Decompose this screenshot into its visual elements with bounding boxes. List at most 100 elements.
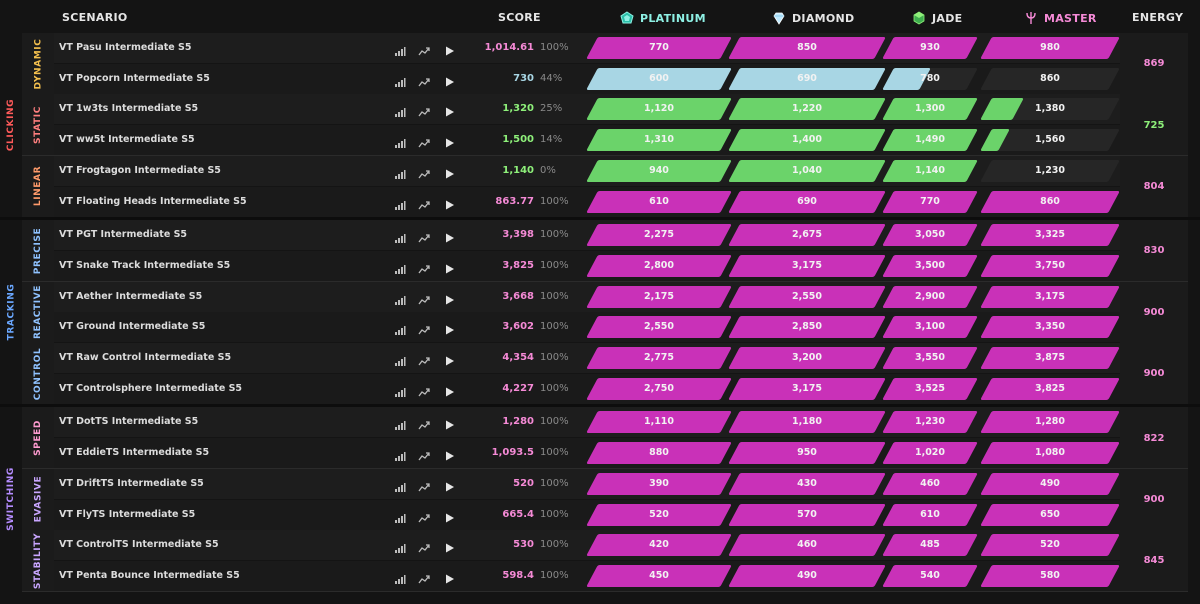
play-icon[interactable] [443, 352, 455, 366]
play-icon[interactable] [443, 260, 455, 274]
table-row[interactable]: VT Aether Intermediate S5 3,668 100% 2,175 2… [22, 281, 1188, 312]
rank-threshold: 2,850 [791, 321, 823, 333]
rank-threshold: 650 [1040, 508, 1060, 520]
play-icon[interactable] [443, 416, 455, 430]
play-icon[interactable] [443, 103, 455, 117]
scenario-name[interactable]: VT DriftTS Intermediate S5 [59, 477, 204, 489]
scenario-name[interactable]: VT 1w3ts Intermediate S5 [59, 103, 199, 115]
signal-bars-icon [394, 383, 406, 397]
rank-threshold: 610 [920, 508, 940, 520]
trend-chart-icon[interactable] [418, 165, 430, 179]
play-icon[interactable] [443, 321, 455, 335]
scenario-name[interactable]: VT Popcorn Intermediate S5 [59, 72, 210, 84]
signal-bars-icon [394, 539, 406, 554]
rank-threshold: 3,325 [1034, 229, 1066, 241]
trend-chart-icon[interactable] [418, 416, 430, 430]
play-icon[interactable] [443, 134, 455, 148]
trend-chart-icon[interactable] [418, 229, 430, 243]
diamond-label: DIAMOND [792, 11, 855, 25]
trend-chart-icon[interactable] [418, 478, 430, 492]
rank-threshold: 3,825 [1034, 382, 1066, 394]
play-icon[interactable] [443, 73, 455, 87]
score-column-header[interactable]: SCORE [498, 11, 541, 24]
trend-chart-icon[interactable] [418, 260, 430, 274]
trend-chart-icon[interactable] [418, 509, 430, 522]
scenario-name[interactable]: VT PGT Intermediate S5 [59, 229, 188, 241]
scenario-name[interactable]: VT Snake Track Intermediate S5 [59, 259, 231, 271]
scenario-name[interactable]: VT Penta Bounce Intermediate S5 [59, 569, 240, 581]
table-row[interactable]: VT Popcorn Intermediate S5 730 44% 600 690 78… [22, 63, 1188, 94]
table-row[interactable]: VT Raw Control Intermediate S5 4,354 100% 2… [22, 343, 1188, 373]
play-icon[interactable] [443, 509, 455, 522]
scenario-name[interactable]: VT Aether Intermediate S5 [59, 290, 203, 302]
signal-bars-icon [394, 416, 406, 431]
scenario-column-header[interactable]: SCENARIO [62, 11, 128, 24]
trend-chart-icon[interactable] [418, 291, 430, 304]
rank-threshold: 1,230 [914, 416, 946, 428]
table-row[interactable]: VT Pasu Intermediate S5 1,014.61 100% 770 85… [22, 33, 1188, 63]
progress-percent: 100% [540, 569, 569, 581]
table-row[interactable]: VT ControlTS Intermediate S5 530 100% 420 46… [22, 530, 1188, 561]
table-row[interactable]: VT EddieTS Intermediate S5 1,093.5 100% 880… [22, 438, 1188, 469]
table-row[interactable]: VT Floating Heads Intermediate S5 863.77 1… [22, 186, 1188, 217]
scenario-name[interactable]: VT DotTS Intermediate S5 [59, 416, 199, 428]
scenario-name[interactable]: VT Raw Control Intermediate S5 [59, 352, 232, 363]
rank-threshold: 485 [920, 539, 940, 551]
table-row[interactable]: VT FlyTS Intermediate S5 665.4 100% 520 570 6… [22, 499, 1188, 530]
trend-chart-icon[interactable] [418, 103, 430, 117]
table-row[interactable]: VT Snake Track Intermediate S5 3,825 100% 2… [22, 250, 1188, 281]
trend-chart-icon[interactable] [418, 73, 430, 87]
table-row[interactable]: VT Controlsphere Intermediate S5 4,227 100… [22, 373, 1188, 404]
rank-threshold: 540 [920, 569, 940, 581]
play-icon[interactable] [443, 570, 455, 584]
table-row[interactable]: VT Ground Intermediate S5 3,602 100% 2,550 2… [22, 312, 1188, 343]
play-icon[interactable] [443, 539, 455, 553]
table-row[interactable]: VT DriftTS Intermediate S5 520 100% 390 430 4… [22, 468, 1188, 499]
subcategory-label: PRECISE [22, 220, 54, 282]
play-icon[interactable] [443, 165, 455, 179]
trend-chart-icon[interactable] [418, 321, 430, 335]
table-row[interactable]: VT ww5t Intermediate S5 1,500 14% 1,310 1,40… [22, 125, 1188, 156]
play-icon[interactable] [443, 478, 455, 492]
scenario-name[interactable]: VT Frogtagon Intermediate S5 [59, 164, 221, 176]
scenario-name[interactable]: VT Controlsphere Intermediate S5 [59, 382, 243, 394]
table-row[interactable]: VT Frogtagon Intermediate S5 1,140 0% 940 1,… [22, 155, 1188, 186]
scenario-name[interactable]: VT Pasu Intermediate S5 [59, 42, 192, 53]
table-row[interactable]: VT Penta Bounce Intermediate S5 598.4 100%… [22, 560, 1188, 591]
table-row[interactable]: VT 1w3ts Intermediate S5 1,320 25% 1,120 1,2… [22, 94, 1188, 125]
table-row[interactable]: VT DotTS Intermediate S5 1,280 100% 1,110 1,… [22, 407, 1188, 438]
play-icon[interactable] [443, 196, 455, 209]
signal-bars-icon [394, 478, 406, 492]
scenario-name[interactable]: VT Ground Intermediate S5 [59, 321, 206, 333]
play-icon[interactable] [443, 42, 455, 56]
score-value: 1,093.5 [491, 447, 534, 459]
rank-threshold: 1,310 [643, 134, 675, 146]
trend-chart-icon[interactable] [418, 42, 430, 56]
trend-chart-icon[interactable] [418, 196, 430, 209]
trend-chart-icon[interactable] [418, 447, 430, 461]
table-row[interactable]: VT PGT Intermediate S5 3,398 100% 2,275 2,67… [22, 220, 1188, 251]
score-value: 730 [513, 72, 534, 84]
play-icon[interactable] [443, 291, 455, 305]
trend-chart-icon[interactable] [418, 134, 430, 148]
scenario-name[interactable]: VT ControlTS Intermediate S5 [59, 539, 219, 551]
scenario-name[interactable]: VT FlyTS Intermediate S5 [59, 508, 196, 520]
trend-chart-icon[interactable] [418, 383, 430, 397]
scenario-name[interactable]: VT Floating Heads Intermediate S5 [59, 195, 247, 207]
trend-chart-icon[interactable] [418, 570, 430, 584]
signal-bars-icon [394, 165, 406, 179]
progress-percent: 14% [540, 134, 563, 146]
rank-threshold: 980 [1040, 42, 1060, 53]
trend-chart-icon[interactable] [418, 352, 430, 366]
score-value: 598.4 [502, 569, 534, 581]
scenario-name[interactable]: VT ww5t Intermediate S5 [59, 134, 195, 146]
rank-threshold: 570 [797, 508, 817, 520]
play-icon[interactable] [443, 229, 455, 243]
progress-percent: 100% [540, 195, 569, 207]
progress-percent: 44% [540, 72, 563, 84]
trend-chart-icon[interactable] [418, 539, 430, 553]
play-icon[interactable] [443, 447, 455, 461]
rank-threshold: 1,230 [1034, 164, 1066, 176]
play-icon[interactable] [443, 383, 455, 397]
scenario-name[interactable]: VT EddieTS Intermediate S5 [59, 447, 210, 459]
